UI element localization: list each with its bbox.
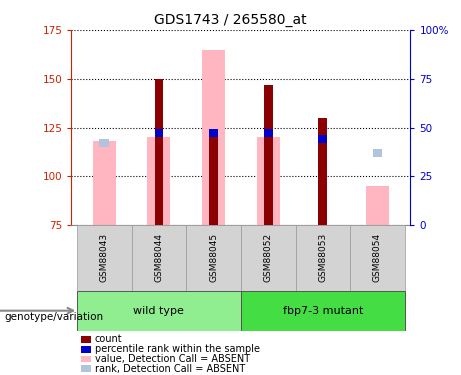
- Text: percentile rank within the sample: percentile rank within the sample: [95, 344, 260, 354]
- Bar: [319, 118, 327, 225]
- Text: GSM88044: GSM88044: [154, 233, 163, 282]
- Text: fbp7-3 mutant: fbp7-3 mutant: [283, 306, 363, 316]
- Bar: [154, 79, 163, 225]
- Text: GDS1743 / 265580_at: GDS1743 / 265580_at: [154, 13, 307, 27]
- Text: GSM88045: GSM88045: [209, 233, 218, 282]
- Bar: [77, 225, 131, 291]
- Text: count: count: [95, 334, 122, 344]
- Text: GSM88052: GSM88052: [264, 233, 273, 282]
- Bar: [350, 225, 405, 291]
- Text: genotype/variation: genotype/variation: [5, 312, 104, 322]
- Text: wild type: wild type: [133, 306, 184, 316]
- Bar: [264, 85, 272, 225]
- Bar: [366, 186, 389, 225]
- Bar: [296, 225, 350, 291]
- Bar: [257, 137, 280, 225]
- Bar: [241, 291, 405, 331]
- Bar: [372, 149, 383, 157]
- Bar: [99, 139, 109, 147]
- Bar: [319, 135, 327, 143]
- Bar: [209, 137, 218, 225]
- Text: GSM88054: GSM88054: [373, 233, 382, 282]
- Bar: [131, 225, 186, 291]
- Text: GSM88043: GSM88043: [100, 233, 109, 282]
- Text: rank, Detection Call = ABSENT: rank, Detection Call = ABSENT: [95, 364, 245, 374]
- Bar: [186, 225, 241, 291]
- Bar: [202, 50, 225, 225]
- Bar: [93, 141, 116, 225]
- Bar: [209, 129, 218, 137]
- Bar: [264, 129, 272, 137]
- Bar: [148, 137, 171, 225]
- Bar: [241, 225, 296, 291]
- Text: GSM88053: GSM88053: [319, 233, 327, 282]
- Text: value, Detection Call = ABSENT: value, Detection Call = ABSENT: [95, 354, 249, 364]
- Bar: [154, 129, 163, 137]
- Bar: [77, 291, 241, 331]
